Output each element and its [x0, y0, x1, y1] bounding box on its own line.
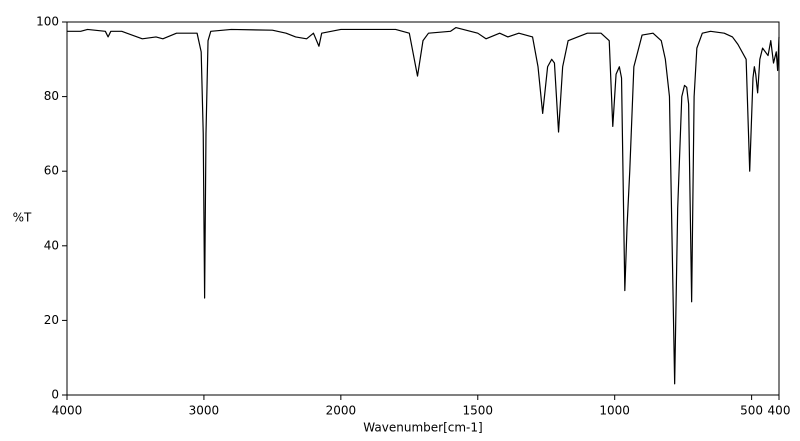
- plot-frame: [66, 21, 780, 396]
- y-tick-label: 20: [44, 313, 59, 327]
- y-tick-label: 60: [44, 164, 59, 178]
- y-tick-label: 80: [44, 89, 59, 103]
- spectrum-line: [67, 27, 780, 385]
- x-tick-label: 500: [740, 404, 763, 418]
- y-tick-label: 40: [44, 238, 59, 252]
- x-tick-label: 3000: [189, 404, 220, 418]
- x-axis-label: Wavenumber[cm-1]: [363, 421, 482, 435]
- x-tick-label: 1500: [462, 404, 493, 418]
- x-tick-label: 2000: [326, 404, 357, 418]
- y-axis-label: %T: [13, 211, 32, 225]
- y-tick-label: 100: [36, 15, 59, 29]
- x-tick-label: 1000: [599, 404, 630, 418]
- x-tick-label: 400: [768, 404, 791, 418]
- x-tick-label: 4000: [52, 404, 83, 418]
- y-tick-label: 0: [51, 388, 59, 402]
